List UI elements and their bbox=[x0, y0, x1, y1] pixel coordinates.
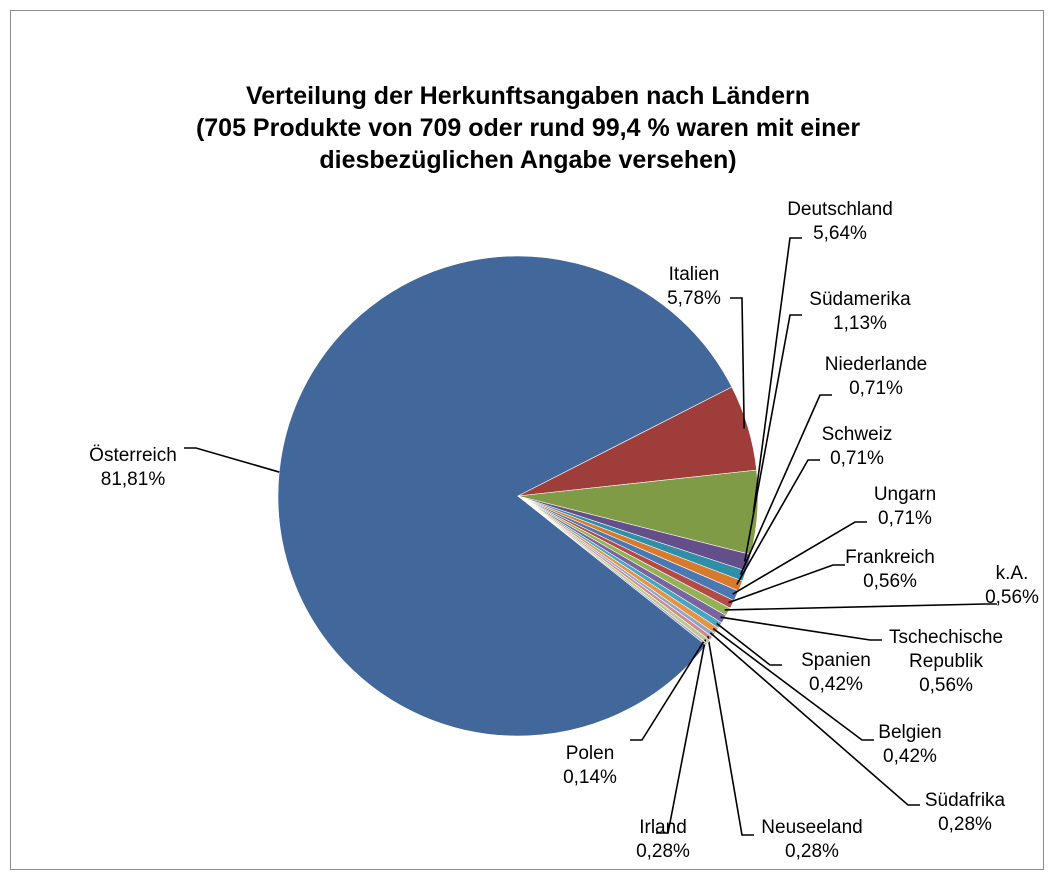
data-label: Belgien 0,42% bbox=[878, 721, 941, 769]
data-label: Spanien 0,42% bbox=[801, 649, 871, 697]
leader-line bbox=[716, 622, 782, 666]
leader-line bbox=[712, 627, 874, 741]
category-label: Irland bbox=[639, 817, 687, 838]
leader-line bbox=[728, 564, 845, 604]
leader-line bbox=[184, 447, 280, 473]
chart-title: Verteilung der Herkunftsangaben nach Län… bbox=[245, 82, 810, 110]
data-label: Österreich 81,81% bbox=[89, 444, 177, 492]
category-label: Neuseeland bbox=[761, 817, 863, 838]
value-label: 1,13% bbox=[833, 313, 887, 334]
category-label: Italien bbox=[668, 264, 720, 285]
value-label: 81,81% bbox=[100, 469, 166, 490]
data-label: Irland 0,28% bbox=[636, 816, 690, 864]
data-label: Neuseeland 0,28% bbox=[761, 816, 862, 864]
leader-line bbox=[739, 394, 832, 575]
value-label: 0,71% bbox=[878, 508, 932, 529]
value-label: 0,56% bbox=[919, 675, 973, 696]
value-label: 0,14% bbox=[563, 767, 617, 788]
leader-line bbox=[732, 521, 867, 595]
leader-line bbox=[730, 297, 745, 429]
data-label: Polen 0,14% bbox=[563, 742, 617, 790]
leader-line bbox=[707, 636, 754, 836]
chart-frame bbox=[10, 10, 1044, 870]
chart-title: diesbezüglichen Angabe versehen) bbox=[319, 146, 737, 174]
leader-line bbox=[736, 459, 820, 585]
pie-slice bbox=[517, 495, 708, 646]
leader-line bbox=[752, 237, 802, 513]
category-label: Deutschland bbox=[787, 199, 893, 220]
value-label: 0,28% bbox=[938, 814, 992, 835]
category-label: Tschechische Republik bbox=[888, 627, 1004, 672]
data-label: Südamerika 1,13% bbox=[809, 288, 910, 336]
category-label: Schweiz bbox=[821, 424, 893, 445]
leader-line bbox=[630, 641, 705, 741]
data-label: Italien 5,78% bbox=[667, 263, 721, 311]
value-label: 0,42% bbox=[809, 674, 863, 695]
value-label: 0,71% bbox=[830, 448, 884, 469]
value-label: 0,56% bbox=[985, 587, 1039, 608]
data-label: k.A. 0,56% bbox=[985, 562, 1039, 610]
category-label: Frankreich bbox=[845, 547, 935, 568]
value-label: 0,28% bbox=[785, 841, 839, 862]
value-label: 5,78% bbox=[667, 288, 721, 309]
leader-line bbox=[724, 603, 997, 611]
leader-line bbox=[656, 639, 707, 834]
category-label: Ungarn bbox=[873, 484, 937, 505]
data-label: Niederlande 0,71% bbox=[825, 353, 927, 401]
category-label: Südafrika bbox=[924, 790, 1006, 811]
value-label: 0,71% bbox=[849, 378, 903, 399]
data-label: Schweiz 0,71% bbox=[822, 423, 893, 471]
category-label: k.A. bbox=[995, 563, 1029, 584]
data-label: Deutschland 5,64% bbox=[787, 198, 893, 246]
value-label: 0,42% bbox=[883, 746, 937, 767]
category-label: Spanien bbox=[801, 650, 871, 671]
data-label: Ungarn 0,71% bbox=[874, 483, 936, 531]
category-label: Polen bbox=[565, 743, 615, 764]
chart-title: (705 Produkte von 709 oder rund 99,4 % w… bbox=[195, 114, 861, 142]
leader-line bbox=[709, 632, 920, 806]
category-label: Österreich bbox=[89, 445, 177, 466]
category-label: Südamerika bbox=[809, 289, 911, 310]
data-label: Frankreich 0,56% bbox=[845, 546, 935, 594]
category-label: Niederlande bbox=[824, 354, 928, 375]
leader-line bbox=[743, 314, 802, 562]
data-label: Südafrika 0,28% bbox=[925, 789, 1005, 837]
value-label: 0,28% bbox=[636, 841, 690, 862]
value-label: 5,64% bbox=[813, 223, 867, 244]
category-label: Belgien bbox=[878, 722, 942, 743]
leader-line bbox=[720, 616, 882, 641]
value-label: 0,56% bbox=[863, 571, 917, 592]
data-label: Tschechische Republik 0,56% bbox=[881, 626, 1011, 698]
